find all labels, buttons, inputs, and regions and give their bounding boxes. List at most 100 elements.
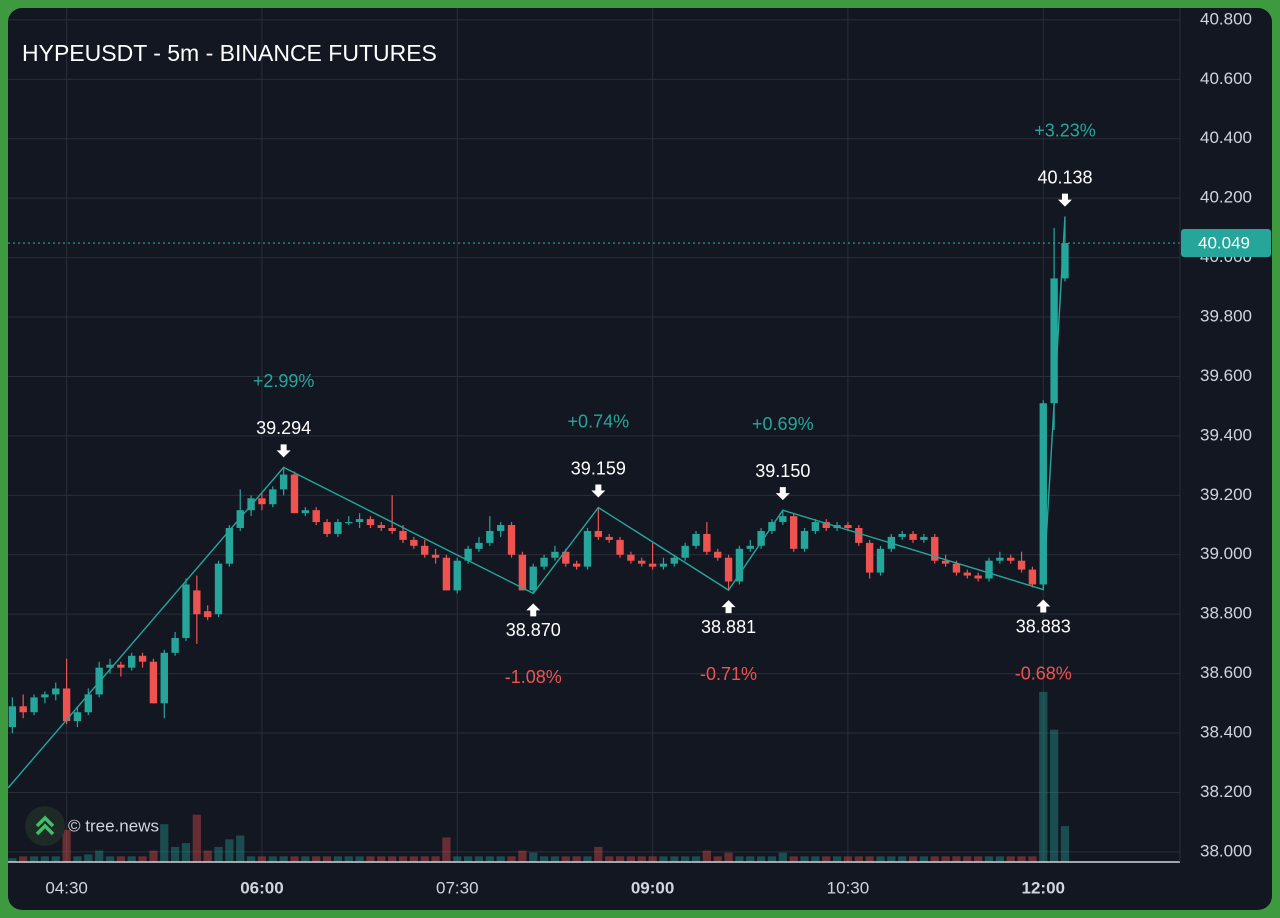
volume-bar — [735, 856, 744, 862]
candle-body — [844, 525, 852, 529]
volume-bar — [160, 824, 169, 862]
candle-body — [269, 489, 277, 505]
candle-body — [1017, 560, 1026, 570]
candle-body — [475, 542, 483, 549]
candle-body — [1007, 557, 1015, 561]
candle-body — [540, 557, 548, 567]
candle-body — [377, 525, 385, 529]
pivot-change-label: +0.69% — [752, 414, 814, 434]
candle-body — [746, 545, 754, 549]
volume-bar — [539, 856, 549, 862]
volume-bar — [170, 846, 180, 862]
volume-bar — [355, 856, 364, 862]
volume-bar — [40, 856, 50, 862]
candle-body — [811, 522, 820, 531]
pivot-arrow — [526, 603, 541, 617]
candle-body — [258, 498, 266, 505]
volume-bar — [225, 839, 234, 862]
y-tick-label: 39.600 — [1200, 366, 1252, 385]
volume-bar — [854, 856, 863, 862]
y-tick-label: 40.200 — [1200, 188, 1252, 207]
candle-body — [453, 560, 461, 591]
panel — [8, 8, 1272, 910]
volume-bar — [268, 856, 277, 862]
y-tick-label: 40.600 — [1200, 69, 1252, 88]
volume-bar — [181, 843, 191, 862]
candle-body — [106, 664, 114, 668]
volume-bar — [442, 837, 451, 862]
candle-body — [171, 637, 179, 653]
y-tick-label: 40.400 — [1200, 128, 1252, 147]
overlay — [8, 216, 1180, 789]
pivot-value-label: 39.294 — [256, 418, 311, 438]
y-tick-label: 39.400 — [1200, 425, 1252, 444]
y-tick-label: 39.000 — [1200, 544, 1252, 563]
x-tick-label: 12:00 — [1022, 878, 1065, 897]
candle-body — [334, 522, 342, 534]
volume-bar — [496, 856, 505, 862]
candle-body — [62, 688, 71, 722]
volume-bar — [583, 856, 592, 862]
volume-bar — [333, 856, 343, 862]
volume-bar — [485, 856, 494, 862]
volume-bar — [73, 856, 82, 862]
volume-bar — [366, 856, 375, 862]
candle-body — [779, 516, 787, 523]
volume-bar — [713, 856, 722, 862]
volume-bar — [149, 850, 158, 862]
candle-body — [594, 530, 603, 537]
volume-bar — [138, 856, 147, 862]
volume-bar — [550, 856, 560, 862]
y-tick-label: 38.400 — [1200, 723, 1252, 742]
volume-bar — [648, 856, 657, 862]
volume-bar — [898, 856, 907, 862]
x-tick-label: 09:00 — [631, 878, 674, 897]
volume-bar — [19, 856, 28, 862]
volume-bar — [29, 856, 39, 862]
candle-body — [865, 542, 874, 573]
volume-bar — [1060, 826, 1070, 862]
candle-body — [714, 551, 722, 558]
volume-bar — [84, 854, 93, 862]
volume-bar — [290, 856, 299, 862]
volume-bar — [474, 856, 484, 862]
volume-bar — [974, 856, 983, 862]
volume-bar — [246, 856, 256, 862]
y-tick-label: 38.000 — [1200, 841, 1252, 860]
logo — [25, 806, 65, 846]
candle-body — [138, 655, 147, 662]
volume-bar — [431, 856, 440, 862]
candle-body — [735, 548, 744, 582]
pivot-value-label: 38.881 — [701, 617, 756, 637]
candle-body — [355, 519, 364, 523]
candle-body — [952, 563, 961, 573]
volume-bar — [724, 852, 733, 862]
candle-body — [898, 533, 906, 537]
y-tick-label: 40.800 — [1200, 9, 1252, 28]
candle-body — [52, 688, 60, 695]
candle-body — [279, 474, 288, 490]
candle-body — [963, 572, 971, 576]
candle-body — [399, 530, 407, 540]
volume-bar — [811, 856, 820, 862]
volume-bar — [116, 856, 125, 862]
candle-body — [496, 525, 505, 531]
x-tick-label: 04:30 — [45, 878, 88, 897]
volume-bar — [767, 856, 777, 862]
candle-body — [214, 563, 223, 615]
candle-body — [985, 560, 993, 579]
volume-bar — [203, 850, 212, 862]
labels: 38.000 38.200 38.400 38.600 38.800 39.000 39.2… — [45, 9, 1271, 897]
volume-bar — [691, 856, 701, 862]
volume-bar — [463, 856, 473, 862]
candle-body — [388, 528, 396, 531]
candle-body — [931, 536, 939, 561]
candle-body — [149, 661, 158, 704]
y-tick-label: 38.600 — [1200, 663, 1252, 682]
x-tick-label: 07:30 — [436, 878, 479, 897]
volume-bar — [279, 856, 288, 862]
volume-bar — [756, 856, 766, 862]
volume-bar — [659, 856, 668, 862]
candle-body — [442, 557, 451, 591]
